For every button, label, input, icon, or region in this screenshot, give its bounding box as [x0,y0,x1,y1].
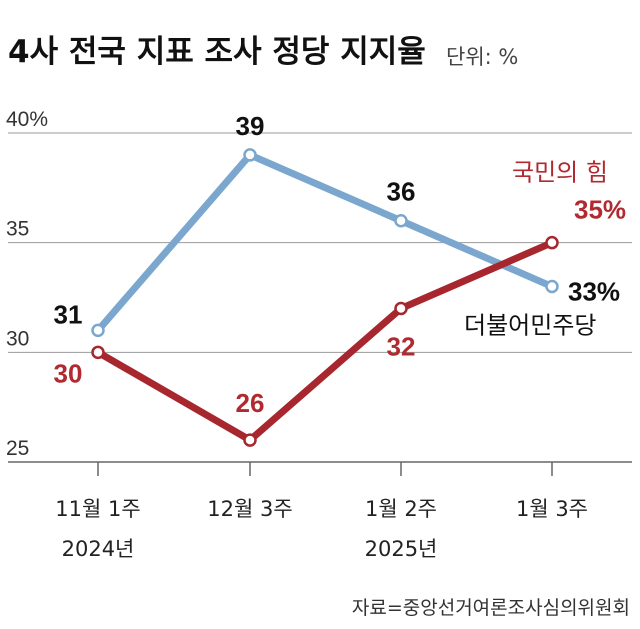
x-tick-label: 12월 3주 [207,497,292,521]
data-label: 30 [54,358,83,388]
y-tick-label: 40% [6,108,48,131]
data-label: 35% [574,195,626,225]
data-label: 26 [236,388,265,418]
y-tick-label: 35 [6,218,29,241]
series-line [94,239,556,444]
data-point [243,148,257,162]
x-tick-label: 11월 1주 [55,497,140,521]
series-name-label: 국민의 힘 [512,159,608,187]
source-note: 자료=중앙선거여론조사심의위원회 [352,597,630,619]
data-point [91,323,105,338]
y-tick-label: 25 [6,437,29,460]
x-tick-label: 1월 3주 [516,497,588,521]
data-label: 31 [54,299,83,329]
data-point [545,235,559,250]
x-year-label: 2025년 [365,537,438,561]
data-point [243,433,257,447]
unit-label: 단위: % [446,45,518,69]
x-year-label: 2024년 [62,537,135,561]
data-label: 32 [387,331,416,361]
data-labels: 31 39 36 33% 더불어민주당 30 26 32 35% 국민의 힘 [54,111,627,418]
y-tick-label: 30 [6,327,29,350]
data-point [91,345,105,360]
x-tick-label: 1월 2주 [365,497,437,521]
chart-title: 4사 전국 지표 조사 정당 지지율 [8,34,426,70]
gridlines [8,132,632,463]
series-name-label: 더불어민주당 [464,312,596,340]
data-point [545,279,559,294]
x-axis-ticks: 11월 1주 2024년 12월 3주 1월 2주 2025년 1월 3주 [55,462,588,561]
y-axis-ticks: 25 30 35 40% [6,108,48,460]
data-point [394,213,408,228]
data-label: 36 [387,177,416,207]
series-lines [91,148,559,447]
data-point [394,301,408,316]
series-line [94,151,556,334]
data-label: 33% [568,277,620,307]
data-label: 39 [236,111,265,141]
